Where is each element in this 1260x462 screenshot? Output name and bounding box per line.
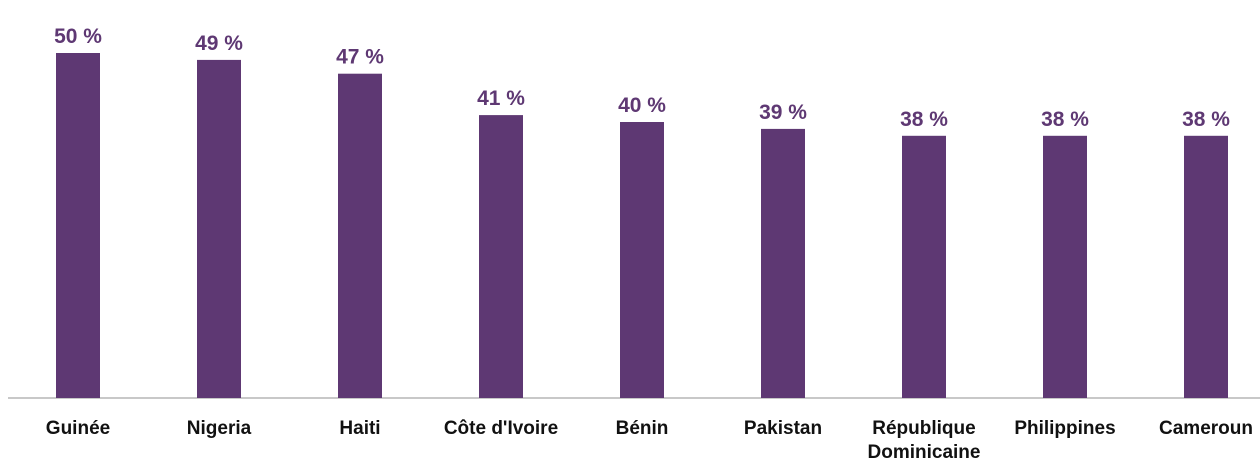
data-label: 38 % (900, 108, 948, 131)
bar (479, 115, 523, 398)
data-label: 40 % (618, 94, 666, 117)
x-tick-label: République Dominicaine (868, 418, 981, 462)
data-label: 38 % (1041, 108, 1089, 131)
x-tick-label-line: Cameroun (1159, 418, 1253, 439)
x-tick-label: Pakistan (744, 418, 822, 439)
x-tick-label-line: Bénin (616, 418, 669, 439)
bar (761, 128, 805, 398)
x-tick-label: Haiti (339, 418, 380, 439)
bar (1184, 135, 1228, 399)
x-tick-label-line: Côte d'Ivoire (444, 418, 558, 439)
x-tick-label: Nigeria (187, 418, 252, 439)
bar (197, 59, 241, 399)
x-tick-label-line: Haiti (339, 418, 380, 439)
bar (338, 73, 382, 398)
x-tick-label: Côte d'Ivoire (444, 418, 558, 439)
data-label: 38 % (1182, 108, 1230, 131)
bar (902, 135, 946, 399)
x-tick-label: Bénin (616, 418, 669, 439)
x-tick-label: Cameroun (1159, 418, 1253, 439)
data-label: 39 % (759, 101, 807, 124)
data-label: 50 % (54, 25, 102, 48)
data-label: 47 % (336, 46, 384, 69)
bar (1043, 135, 1087, 399)
bar (56, 53, 100, 398)
x-tick-label-line: Philippines (1014, 418, 1115, 439)
x-tick-label: Guinée (46, 418, 110, 439)
x-tick-label-line: Nigeria (187, 418, 252, 439)
data-label: 41 % (477, 87, 525, 110)
bar (620, 122, 664, 398)
x-tick-label-line: Dominicaine (868, 442, 981, 462)
x-tick-label-line: Pakistan (744, 418, 822, 439)
data-label: 49 % (195, 32, 243, 55)
x-tick-label: Philippines (1014, 418, 1115, 439)
x-tick-label-line: Guinée (46, 418, 110, 439)
x-tick-label-line: République (872, 418, 975, 439)
